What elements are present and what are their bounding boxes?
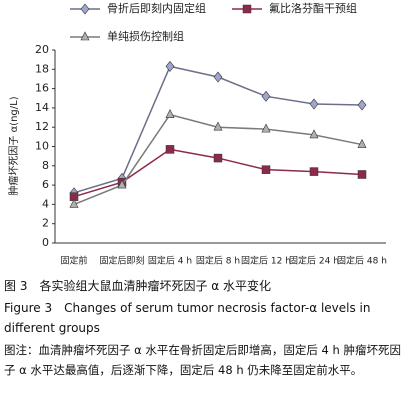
caption-title-en: Figure 3 Changes of serum tumor necrosis…	[4, 301, 371, 335]
marker	[261, 165, 271, 174]
marker	[165, 60, 175, 72]
y-tick-label: 10	[35, 140, 49, 153]
y-tick-label: 14	[35, 101, 49, 114]
y-tick-label: 12	[35, 120, 49, 133]
y-tick-label: 2	[42, 217, 49, 230]
y-axis-label: 肿瘤坏死因子 α(ng/L)	[7, 96, 20, 195]
marker	[357, 170, 367, 179]
legend-marker	[80, 31, 90, 41]
marker	[309, 167, 319, 176]
y-tick-label: 6	[42, 178, 49, 191]
x-tick-label: 固定后 8 h	[196, 255, 240, 267]
legend-label: 单纯损伤控制组	[107, 29, 184, 43]
x-tick-label: 固定前	[60, 255, 87, 267]
marker	[309, 129, 319, 139]
y-tick-label: 18	[35, 62, 49, 75]
marker	[213, 153, 223, 163]
marker	[213, 121, 223, 131]
x-tick-label: 固定后 48 h	[337, 255, 387, 267]
marker	[213, 71, 223, 83]
marker	[261, 90, 271, 102]
legend-label: 骨折后即刻内固定组	[107, 1, 206, 15]
marker	[309, 98, 319, 110]
y-tick-label: 4	[42, 197, 49, 210]
x-tick-label: 固定后 12 h	[241, 255, 291, 267]
y-tick-label: 20	[35, 43, 49, 56]
marker	[165, 145, 175, 154]
marker	[357, 99, 367, 111]
marker	[69, 198, 79, 208]
legend-label: 氟比洛芬酯干预组	[269, 1, 357, 15]
y-tick-label: 8	[42, 159, 49, 172]
legend-marker	[80, 3, 90, 15]
x-tick-label: 固定后 4 h	[148, 255, 192, 267]
y-tick-label: 16	[35, 82, 49, 95]
marker	[357, 138, 367, 148]
x-tick-label: 固定后即刻	[99, 255, 144, 267]
caption-note: 图注：血清肿瘤坏死因子 α 水平在骨折固定后即增高，固定后 4 h 肿瘤坏死因子…	[4, 343, 401, 377]
chart: 肿瘤坏死因子 α(ng/L) 0 2 4 6 8 10 12 14 16 18 20 固定前 固定后即刻…	[7, 1, 387, 267]
caption-title-cn: 图 3 各实验组大鼠血清肿瘤坏死因子 α 水平变化	[4, 279, 271, 293]
marker	[117, 179, 127, 189]
legend-marker	[242, 4, 252, 14]
x-tick-label: 固定后 24 h	[289, 255, 339, 267]
y-tick-label: 0	[42, 236, 49, 249]
marker	[165, 108, 175, 118]
marker	[261, 123, 271, 133]
